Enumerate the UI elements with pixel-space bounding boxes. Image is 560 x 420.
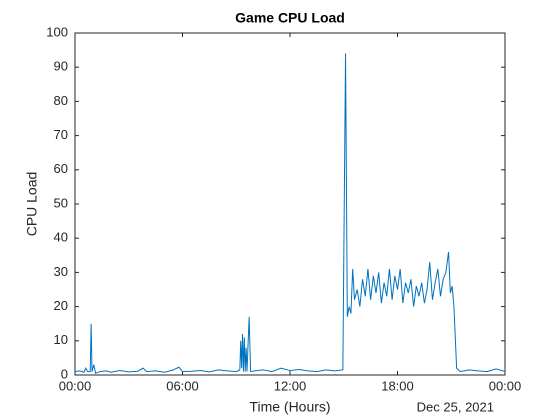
x-tick-label: 18:00 [381, 378, 414, 393]
y-tick-label: 0 [61, 366, 68, 381]
y-tick-label: 50 [54, 195, 68, 210]
x-tick-label: 12:00 [274, 378, 307, 393]
x-tick-label: 00:00 [59, 378, 92, 393]
date-annotation: Dec 25, 2021 [417, 399, 494, 414]
y-tick-label: 80 [54, 93, 68, 108]
y-tick-label: 100 [46, 24, 68, 39]
chart-title: Game CPU Load [235, 10, 345, 26]
y-tick-label: 30 [54, 264, 68, 279]
x-axis-label: Time (Hours) [249, 399, 330, 415]
plot-frame [74, 32, 506, 376]
x-tick-label: 00:00 [489, 378, 522, 393]
y-tick-label: 90 [54, 59, 68, 74]
x-tick-label: 06:00 [166, 378, 199, 393]
y-tick-label: 70 [54, 127, 68, 142]
y-axis-label: CPU Load [24, 172, 40, 237]
data-line [74, 53, 506, 374]
y-tick-label: 60 [54, 161, 68, 176]
y-tick-label: 40 [54, 230, 68, 245]
y-tick-label: 20 [54, 298, 68, 313]
y-tick-label: 10 [54, 332, 68, 347]
